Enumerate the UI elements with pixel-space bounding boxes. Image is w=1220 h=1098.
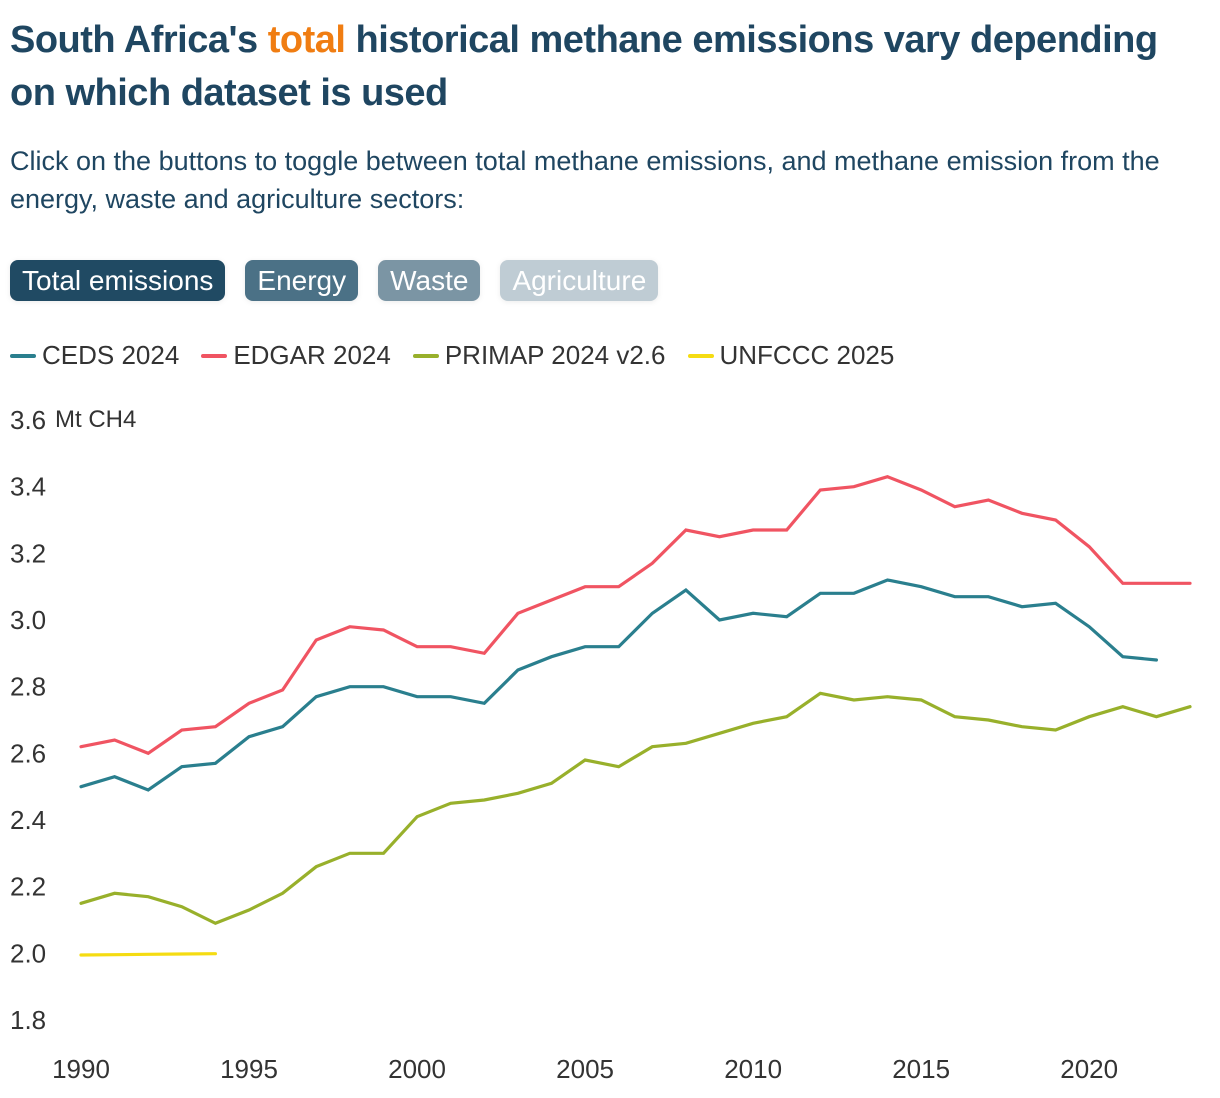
legend-label-primap: PRIMAP 2024 v2.6 [444,340,666,370]
x-tick-label: 2010 [724,1054,782,1084]
legend-label-edgar: EDGAR 2024 [233,340,391,370]
y-tick-label: 3.0 [10,605,46,635]
legend-swatch-unfccc [687,353,714,358]
y-tick-label: 1.8 [10,1005,46,1035]
legend-swatch-primap [412,353,439,358]
chart-title: South Africa's total historical methane … [10,14,1190,120]
sector-toggle-buttons: Total emissions Energy Waste Agriculture [10,260,659,301]
x-tick-label: 2000 [388,1054,446,1084]
x-tick-label: 2015 [892,1054,950,1084]
title-post: historical methane emissions vary depend… [10,19,1158,114]
series-line-edgar-2024[interactable] [79,475,1192,756]
x-axis: 1990 1995 2000 2005 2010 2015 2020 [52,1054,1118,1084]
x-tick-label: 2020 [1060,1054,1118,1084]
legend-swatch-ceds [10,353,36,358]
y-tick-label: 3.6 [10,405,46,435]
y-axis-unit-label: Mt CH4 [55,406,136,433]
legend-item-primap[interactable]: PRIMAP 2024 v2.6 [412,340,666,371]
x-tick-label: 1995 [220,1054,278,1084]
series-lines [79,475,1192,957]
x-tick-label: 2005 [556,1054,614,1084]
x-tick-label: 1990 [52,1054,110,1084]
y-tick-label: 2.0 [10,938,46,968]
series-line-unfccc-2025[interactable] [79,952,217,957]
y-tick-label: 3.2 [10,538,46,568]
toggle-waste-button[interactable]: Waste [378,260,481,301]
y-tick-label: 2.8 [10,672,46,702]
toggle-total-emissions-button[interactable]: Total emissions [10,260,226,301]
y-tick-label: 2.6 [10,738,46,768]
legend-item-ceds[interactable]: CEDS 2024 [10,340,179,371]
series-line-primap-2024-v2-6[interactable] [79,691,1192,926]
title-pre: South Africa's [10,19,268,61]
legend-item-edgar[interactable]: EDGAR 2024 [201,340,391,371]
y-axis: 1.8 2.0 2.2 2.4 2.6 2.8 3.0 3.2 3.4 3.6 [10,405,46,1035]
line-chart: 1.8 2.0 2.2 2.4 2.6 2.8 3.0 3.2 3.4 3.6 Mt CH4 19… [10,405,1192,1084]
series-line-ceds-2024[interactable] [79,578,1159,792]
legend-swatch-edgar [201,353,228,358]
title-highlight: total [267,19,346,61]
chart-legend: CEDS 2024 EDGAR 2024 PRIMAP 2024 v2.6 UN… [10,340,894,371]
toggle-agriculture-button[interactable]: Agriculture [500,260,659,301]
toggle-energy-button[interactable]: Energy [245,260,359,301]
y-tick-label: 2.4 [10,805,46,835]
legend-label-unfccc: UNFCCC 2025 [719,340,895,370]
y-tick-label: 3.4 [10,472,46,502]
legend-label-ceds: CEDS 2024 [42,340,180,370]
chart-subtitle: Click on the buttons to toggle between t… [10,146,1160,214]
legend-item-unfccc[interactable]: UNFCCC 2025 [687,340,895,371]
y-tick-label: 2.2 [10,872,46,902]
